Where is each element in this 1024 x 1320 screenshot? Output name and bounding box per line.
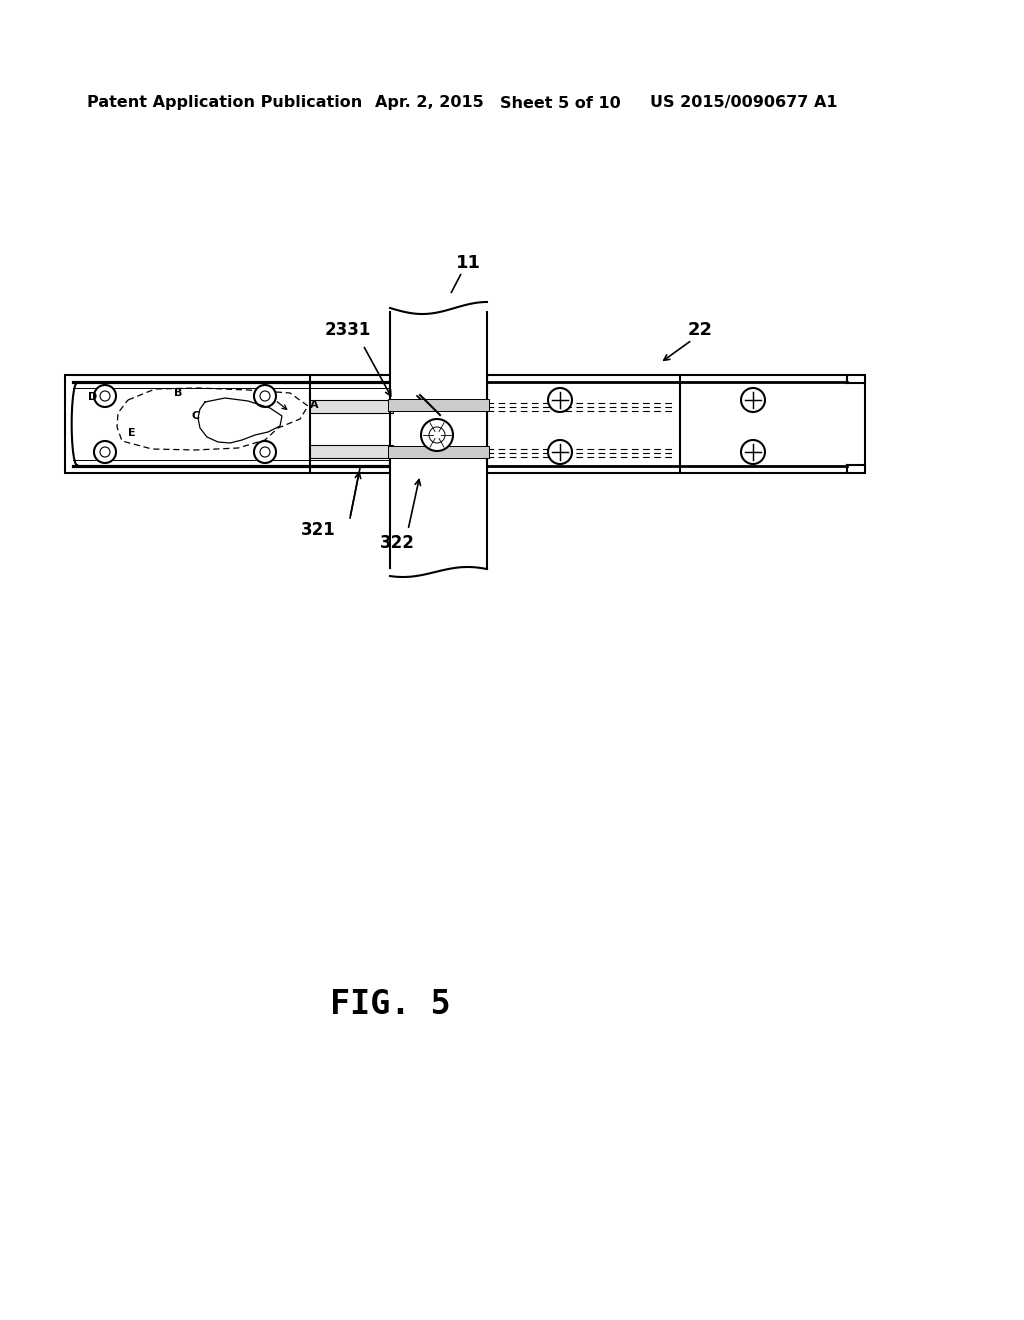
Circle shape (421, 418, 453, 451)
Circle shape (100, 391, 110, 401)
Circle shape (548, 388, 572, 412)
Circle shape (548, 440, 572, 465)
Text: 22: 22 (687, 321, 713, 339)
Text: 321: 321 (301, 521, 336, 539)
Bar (487, 375, 865, 473)
Circle shape (741, 388, 765, 412)
Text: B: B (174, 388, 182, 399)
Bar (310, 445, 393, 458)
Bar (390, 290, 487, 590)
Text: Sheet 5 of 10: Sheet 5 of 10 (500, 95, 621, 111)
Text: US 2015/0090677 A1: US 2015/0090677 A1 (650, 95, 838, 111)
Circle shape (429, 426, 445, 444)
Text: 2331: 2331 (325, 321, 371, 339)
Circle shape (260, 447, 270, 457)
Text: Apr. 2, 2015: Apr. 2, 2015 (375, 95, 483, 111)
Text: 322: 322 (380, 535, 415, 552)
Circle shape (94, 385, 116, 407)
Circle shape (260, 391, 270, 401)
Text: C: C (191, 411, 200, 421)
Text: Patent Application Publication: Patent Application Publication (87, 95, 362, 111)
Bar (388, 399, 489, 411)
Circle shape (100, 447, 110, 457)
Circle shape (741, 440, 765, 465)
Circle shape (94, 441, 116, 463)
Text: 11: 11 (456, 253, 480, 272)
Text: E: E (128, 428, 136, 438)
Bar (388, 446, 489, 458)
Bar (65, 375, 430, 473)
Bar (310, 400, 393, 413)
Text: D: D (88, 392, 97, 403)
Circle shape (254, 385, 276, 407)
Text: FIG. 5: FIG. 5 (330, 989, 451, 1022)
Text: A: A (309, 400, 318, 411)
Circle shape (254, 441, 276, 463)
